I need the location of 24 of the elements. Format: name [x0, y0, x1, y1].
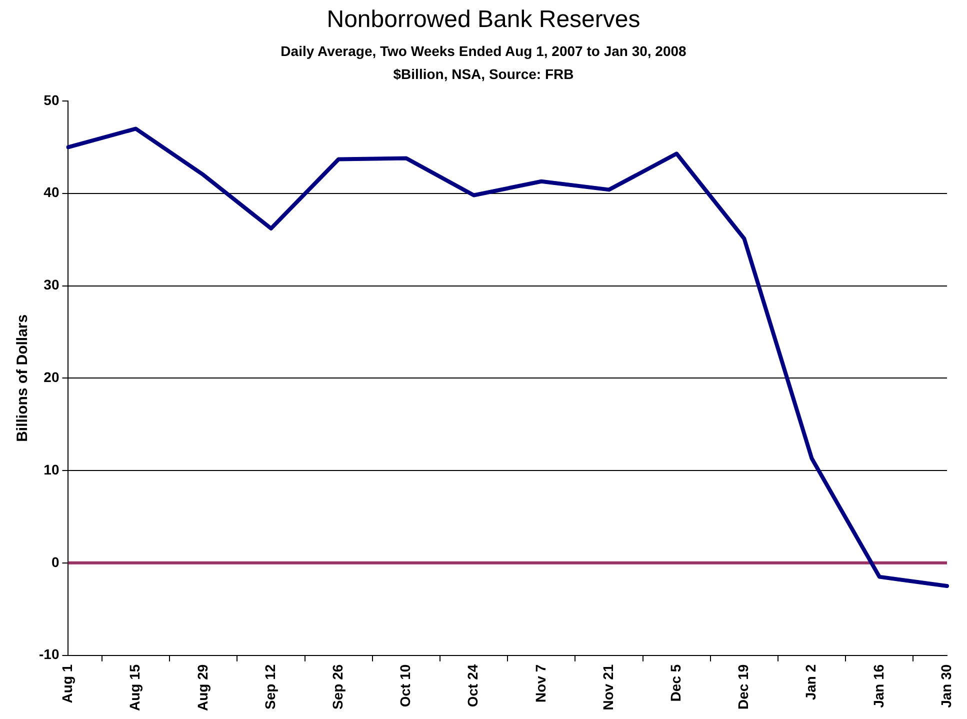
x-tick-label: Jan 30 — [938, 664, 954, 708]
y-tick-label: 50 — [44, 92, 60, 108]
y-tick-label: 10 — [44, 461, 60, 478]
x-tick-label: Aug 1 — [59, 664, 76, 704]
x-tick-label: Aug 15 — [126, 664, 143, 712]
y-tick-label: 0 — [51, 554, 60, 570]
y-tick-label: -10 — [39, 646, 60, 662]
x-tick-label: Sep 26 — [329, 664, 346, 710]
x-tick-label: Sep 12 — [262, 664, 278, 710]
x-tick-label: Oct 24 — [464, 664, 481, 708]
chart-subtitle: Daily Average, Two Weeks Ended Aug 1, 2007 to Jan 30, 2008 $Billion, NSA, Source: FRB — [280, 42, 688, 84]
x-tick-label: Jan 2 — [802, 664, 819, 700]
y-axis-title: Billions of Dollars — [14, 314, 32, 442]
x-tick-label: Dec 5 — [667, 664, 684, 702]
y-tick-label: 40 — [44, 184, 60, 200]
y-tick-label: 30 — [44, 276, 60, 293]
x-tick-label: Oct 10 — [397, 664, 414, 708]
y-tick-label: 20 — [44, 369, 60, 386]
x-tick-label: Nov 7 — [532, 664, 548, 702]
x-tick-label: Nov 21 — [600, 664, 616, 710]
x-tick-label: Dec 19 — [735, 664, 752, 710]
x-tick-label: Aug 29 — [194, 664, 210, 712]
chart-title: Nonborrowed Bank Reserves — [326, 6, 642, 34]
x-tick-label: Jan 16 — [870, 664, 886, 708]
